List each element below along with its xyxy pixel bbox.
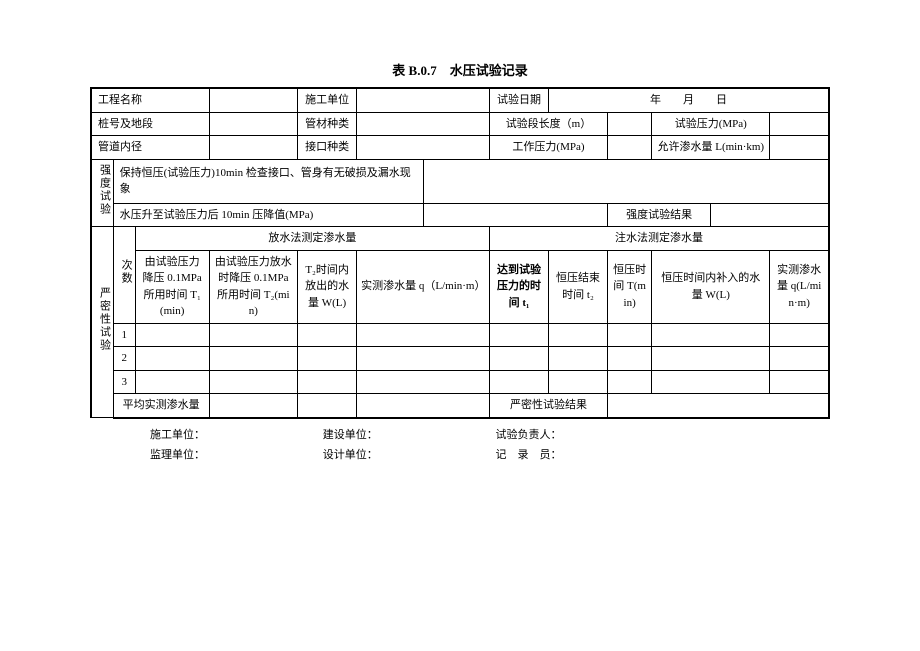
pipe-type-label: 管材种类 [298, 112, 357, 136]
col-t-reach: 达到试验压力的时间 t₁ [489, 250, 548, 323]
footer-recorder: 记 录 员： [496, 445, 666, 466]
test-length-label: 试验段长度（m） [489, 112, 607, 136]
strength-check-value [423, 159, 829, 203]
work-pressure-value [608, 136, 652, 160]
allow-leak-label: 允许渗水量 L(min·km) [652, 136, 770, 160]
constructor-value [357, 88, 490, 112]
strength-result-value [711, 203, 829, 227]
avg-drain-q [357, 394, 490, 418]
footer-constructor: 施工单位： [150, 425, 320, 446]
col-q1: 实测渗水量 q（L/min·m） [357, 250, 490, 323]
count-label: 次数 [113, 227, 135, 324]
row-num: 3 [113, 370, 135, 394]
joint-type-label: 接口种类 [298, 136, 357, 160]
footer-builder: 建设单位： [323, 425, 493, 446]
pipe-type-value [357, 112, 490, 136]
footer-designer: 设计单位： [323, 445, 493, 466]
test-date-value: 年 月 日 [548, 88, 829, 112]
table-row: 3 [91, 370, 829, 394]
joint-type-value [357, 136, 490, 160]
col-q2: 实测渗水量 q(L/min·m) [770, 250, 829, 323]
pipe-id-value [209, 136, 298, 160]
drain-group-label: 放水法测定渗水量 [135, 227, 489, 251]
col-w-add: 恒压时间内补入的水量 W(L) [652, 250, 770, 323]
strength-result-label: 强度试验结果 [608, 203, 711, 227]
footer-tester: 试验负责人： [496, 425, 666, 446]
record-table: 工程名称 施工单位 试验日期 年 月 日 桩号及地段 管材种类 试验段长度（m）… [90, 87, 830, 419]
strength-drop-label: 水压升至试验压力后 10min 压降值(MPa) [113, 203, 423, 227]
table-row: 1 [91, 323, 829, 347]
strength-side-label: 强度试验 [91, 159, 113, 227]
project-name-value [209, 88, 298, 112]
col-t1: 由试验压力降压 0.1MPa 所用时间 T₁(min) [135, 250, 209, 323]
row-num: 1 [113, 323, 135, 347]
col-w: T₂时间内放出的水量 W(L) [298, 250, 357, 323]
table-row: 2 [91, 347, 829, 371]
col-t2: 由试验压力放水时降压 0.1MPa 所用时间 T₂(min) [209, 250, 298, 323]
strength-check-label: 保持恒压(试验压力)10min 检查接口、管身有无破损及漏水现象 [113, 159, 423, 203]
constructor-label: 施工单位 [298, 88, 357, 112]
form-title: 表 B.0.7 水压试验记录 [90, 60, 830, 79]
stake-section-value [209, 112, 298, 136]
project-name-label: 工程名称 [91, 88, 209, 112]
footer-supervisor: 监理单位： [150, 445, 320, 466]
row-num: 2 [113, 347, 135, 371]
col-t-end: 恒压结束时间 t₂ [548, 250, 607, 323]
avg-label: 平均实测渗水量 [113, 394, 209, 418]
tightness-result-label: 严密性试验结果 [489, 394, 607, 418]
avg-drain-t2 [209, 394, 298, 418]
avg-drain-w [298, 394, 357, 418]
test-date-label: 试验日期 [489, 88, 548, 112]
test-pressure-value [770, 112, 829, 136]
col-t-hold: 恒压时间 T(min) [608, 250, 652, 323]
strength-drop-value [423, 203, 607, 227]
work-pressure-label: 工作压力(MPa) [489, 136, 607, 160]
inject-group-label: 注水法测定渗水量 [489, 227, 829, 251]
pipe-id-label: 管道内径 [91, 136, 209, 160]
tightness-result-value [608, 394, 830, 418]
test-length-value [608, 112, 652, 136]
test-pressure-label: 试验压力(MPa) [652, 112, 770, 136]
tightness-side-label: 严密性试验 [91, 227, 113, 418]
allow-leak-value [770, 136, 829, 160]
footer-block: 施工单位： 建设单位： 试验负责人： 监理单位： 设计单位： 记 录 员： [90, 425, 830, 467]
stake-section-label: 桩号及地段 [91, 112, 209, 136]
